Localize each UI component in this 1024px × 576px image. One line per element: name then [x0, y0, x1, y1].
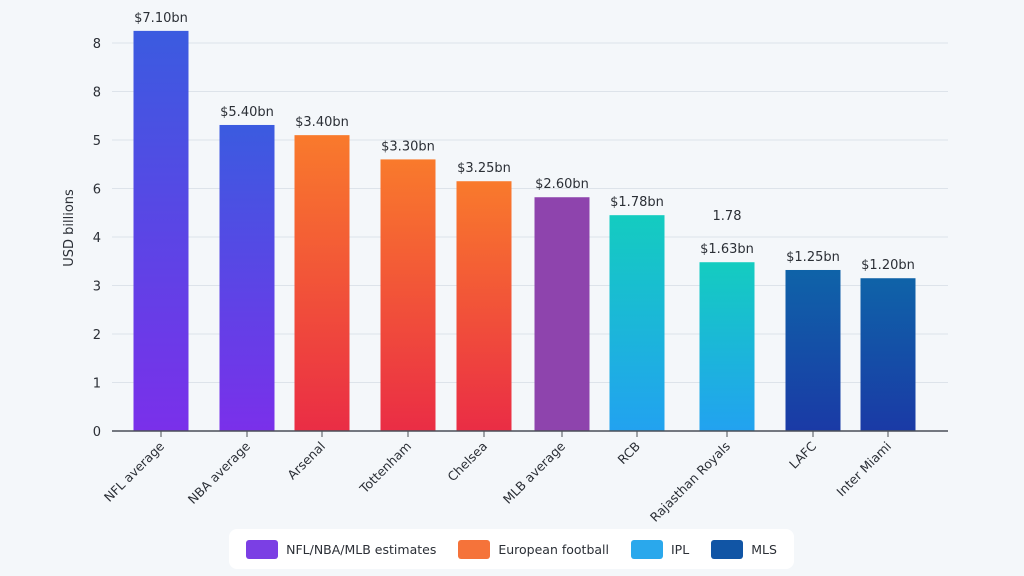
y-tick-label: 8 [93, 37, 101, 52]
data-label: $1.63bn [700, 242, 754, 257]
category-label: Rajasthan Royals [647, 439, 733, 525]
y-axis-title: USD billions [62, 189, 77, 267]
data-label: $3.40bn [295, 115, 349, 130]
annotation: 1.78 [713, 209, 742, 224]
data-label: $1.25bn [786, 250, 840, 265]
legend-label: NFL/NBA/MLB estimates [286, 541, 437, 557]
data-label: $1.20bn [861, 258, 915, 273]
legend-swatch [711, 539, 744, 559]
legend-swatch [631, 539, 663, 559]
legend-label: MLS [751, 541, 777, 557]
category-label: RCB [615, 439, 644, 468]
bar [294, 135, 350, 431]
data-labels: $7.10bn $5.40bn $3.40bn $3.30bn $3.25bn $2.60… [134, 11, 915, 273]
y-tick-label: 1 [93, 377, 101, 392]
bar [219, 124, 275, 431]
y-tick-label: 8 [93, 86, 101, 101]
category-label: Inter Miami [833, 439, 894, 500]
legend: NFL/NBA/MLB estimates European football IP… [229, 529, 794, 569]
legend-swatch [246, 539, 279, 559]
bar [860, 278, 916, 431]
legend-item: IPL [631, 539, 690, 559]
legend-item: MLS [711, 539, 777, 559]
bar [609, 215, 665, 431]
x-axis-ticks: NFL average NBA average Arsenal Tottenham Ch… [101, 431, 894, 525]
y-tick-label: 3 [93, 280, 101, 295]
category-label: NBA average [185, 438, 254, 507]
y-tick-label: 5 [93, 134, 101, 149]
bars [133, 30, 916, 431]
y-tick-label: 4 [93, 231, 101, 246]
data-label: $5.40bn [220, 105, 274, 120]
y-tick-label: 0 [93, 425, 101, 440]
data-label: $7.10bn [134, 11, 188, 26]
category-label: LAFC [786, 438, 819, 471]
y-tick-label: 6 [93, 183, 101, 198]
bar [133, 30, 189, 431]
legend-item: European football [458, 539, 609, 559]
data-label: $3.30bn [381, 139, 435, 154]
legend-label: IPL [671, 541, 690, 557]
bar [534, 197, 590, 431]
data-label: $2.60bn [535, 177, 589, 192]
data-label: $3.25bn [457, 161, 511, 176]
y-tick-label: 2 [93, 328, 101, 343]
bar [699, 262, 755, 431]
legend-label: European football [498, 541, 609, 557]
legend-swatch [458, 539, 491, 559]
category-label: Tottenham [356, 439, 414, 497]
category-label: MLB average [500, 438, 568, 506]
bar [456, 181, 512, 431]
y-axis-ticks: 0 1 2 3 4 6 5 8 8 [93, 37, 101, 440]
bar [380, 159, 436, 431]
category-label: NFL average [101, 438, 167, 504]
category-label: Chelsea [444, 439, 490, 485]
data-label: $1.78bn [610, 195, 664, 210]
bar [785, 269, 841, 431]
legend-item: NFL/NBA/MLB estimates [246, 539, 437, 559]
category-label: Arsenal [284, 439, 328, 483]
